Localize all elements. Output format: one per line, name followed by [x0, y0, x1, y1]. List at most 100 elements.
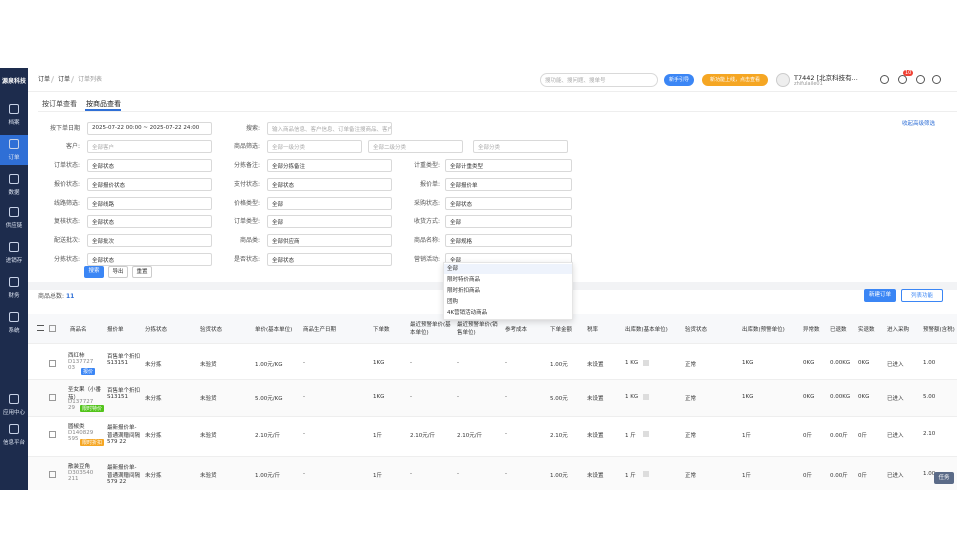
- table-cell: 0.00斤: [830, 473, 848, 479]
- filter-input[interactable]: 全部状态: [87, 215, 212, 228]
- dropdown-option[interactable]: 限时折扣商品: [447, 288, 481, 294]
- breadcrumb: 订单列表: [78, 76, 103, 83]
- top-icon[interactable]: [932, 75, 941, 84]
- filter-input[interactable]: 全部: [267, 215, 392, 228]
- table-cell: 1.00元/KG: [255, 362, 283, 368]
- tab[interactable]: 按订单查看: [42, 100, 77, 108]
- product-code: D140829 595: [68, 430, 94, 442]
- filter-input[interactable]: 全部客户: [87, 140, 212, 153]
- table-cell: 1.00: [923, 471, 936, 477]
- filter-input[interactable]: 全部二级分类: [368, 140, 463, 153]
- table-cell: 1 KG: [625, 394, 639, 400]
- table-cell: -: [303, 431, 305, 437]
- column-header: 税率: [587, 327, 599, 333]
- float-button[interactable]: 任务: [934, 472, 954, 484]
- table-cell: 正常: [685, 473, 697, 479]
- table-cell: 2.10: [923, 431, 936, 437]
- table-cell: 1 KG: [625, 360, 639, 366]
- filter-input[interactable]: 全部一级分类: [267, 140, 362, 153]
- avatar: [776, 73, 790, 87]
- top-icon[interactable]: [898, 75, 907, 84]
- filter-input[interactable]: 全部状态: [267, 178, 392, 191]
- topbar: [28, 68, 957, 92]
- filter-input[interactable]: 全部状态: [87, 159, 212, 172]
- filter-label: 商品筛选:: [233, 143, 260, 150]
- filter-input[interactable]: 全部状态: [267, 253, 392, 266]
- table-cell: -: [303, 471, 305, 477]
- filter-input[interactable]: 全部报价单: [445, 178, 572, 191]
- table-cell: 1斤: [742, 433, 751, 439]
- dropdown-option[interactable]: 限时特价商品: [447, 277, 481, 283]
- filter-label: 订单状态:: [53, 162, 80, 169]
- guide-button[interactable]: 新手引导: [664, 74, 694, 86]
- sidebar-item[interactable]: 供应链: [5, 223, 23, 229]
- table-button[interactable]: 新建订单: [864, 289, 896, 302]
- tab[interactable]: 按商品查看: [86, 100, 121, 108]
- filter-input[interactable]: 2025-07-22 00:00 ~ 2025-07-22 24:00: [87, 122, 212, 135]
- filter-input[interactable]: 全部报价状态: [87, 178, 212, 191]
- sidebar-icon: [9, 207, 19, 217]
- table-cell: 0斤: [858, 473, 867, 479]
- filter-label: 支付状态:: [233, 181, 260, 188]
- filter-label: 线路筛选:: [53, 200, 80, 207]
- form-button[interactable]: 导出: [108, 266, 128, 278]
- sidebar-item[interactable]: 数据: [8, 190, 20, 196]
- sidebar-item[interactable]: 订单: [8, 155, 20, 161]
- filter-input[interactable]: 全部状态: [87, 253, 212, 266]
- filter-input[interactable]: 全部线路: [87, 197, 212, 210]
- advanced-search[interactable]: 收起高级筛选: [902, 121, 936, 127]
- breadcrumb[interactable]: 订单: [38, 76, 51, 83]
- filter-input[interactable]: 输入商品信息、客户信息、订单备注搜商品、客户: [267, 122, 392, 135]
- filter-input[interactable]: 全部供应商: [267, 234, 392, 247]
- breadcrumb[interactable]: 订单: [58, 76, 71, 83]
- filter-input[interactable]: 全部分拣备注: [267, 159, 392, 172]
- user-name[interactable]: T7442 [北京科技有...: [794, 74, 858, 82]
- row-checkbox[interactable]: [49, 431, 56, 438]
- feature-button[interactable]: 新功能上线，点击查看: [702, 74, 768, 86]
- row-checkbox[interactable]: [49, 394, 56, 401]
- cell-icon: [643, 394, 649, 400]
- table-cell: 0KG: [803, 360, 815, 366]
- top-icon[interactable]: [880, 75, 889, 84]
- form-button[interactable]: 搜索: [84, 266, 104, 278]
- filter-input[interactable]: 全部批次: [87, 234, 212, 247]
- column-header: 商品生产日期: [303, 327, 337, 333]
- dropdown-option[interactable]: 全部: [444, 264, 572, 274]
- filter-label: 分拣状态:: [53, 256, 80, 263]
- sidebar-item[interactable]: 信息平台: [2, 440, 25, 446]
- filter-input[interactable]: 全部状态: [445, 197, 572, 210]
- filter-input[interactable]: 全部分类: [473, 140, 568, 153]
- table-cell: 正常: [685, 396, 697, 402]
- filter-input[interactable]: 全部计重类型: [445, 159, 572, 172]
- top-icon[interactable]: [916, 75, 925, 84]
- row-checkbox[interactable]: [49, 360, 56, 367]
- table-cell: 未分拣: [145, 473, 162, 479]
- sidebar-item[interactable]: 进销存: [5, 258, 23, 264]
- table-cell: 未分拣: [145, 396, 162, 402]
- app: 源泉科技 档案 订单 数据 供应链 进销存 财务 系统 应用中心 信息平台 订单 订单 订单列表 搜功能、…: [0, 68, 957, 490]
- dropdown-option[interactable]: 4K营销活动商品: [447, 310, 488, 316]
- user-account: zhifulaile01: [794, 81, 823, 87]
- filter-label: 客户:: [65, 143, 80, 150]
- sidebar-item[interactable]: 应用中心: [2, 410, 25, 416]
- row-checkbox[interactable]: [49, 471, 56, 478]
- sidebar-item[interactable]: 系统: [8, 328, 20, 334]
- search-box[interactable]: 搜功能、搜问题、搜单号: [540, 73, 658, 87]
- table-cell: 已进入: [887, 396, 904, 402]
- table-button[interactable]: 列表功能: [901, 289, 943, 302]
- table-cell: 2.10元/斤: [255, 433, 281, 439]
- filter-input[interactable]: 全部: [267, 197, 392, 210]
- column-header: 进入采购: [887, 327, 910, 333]
- dropdown-option[interactable]: 团购: [447, 299, 459, 305]
- column-header: 预警额(含税): [923, 327, 955, 333]
- header-checkbox[interactable]: [49, 325, 56, 332]
- filter-input[interactable]: 全部: [445, 215, 572, 228]
- table-cell: 0KG: [858, 394, 870, 400]
- filter-label: 配送批次:: [53, 237, 80, 244]
- header-menu: [37, 325, 44, 331]
- form-button[interactable]: 重置: [132, 266, 152, 278]
- sidebar-item[interactable]: 档案: [8, 120, 20, 126]
- logo: 源泉科技: [2, 78, 27, 85]
- filter-input[interactable]: 全部规格: [445, 234, 572, 247]
- sidebar-item[interactable]: 财务: [8, 293, 20, 299]
